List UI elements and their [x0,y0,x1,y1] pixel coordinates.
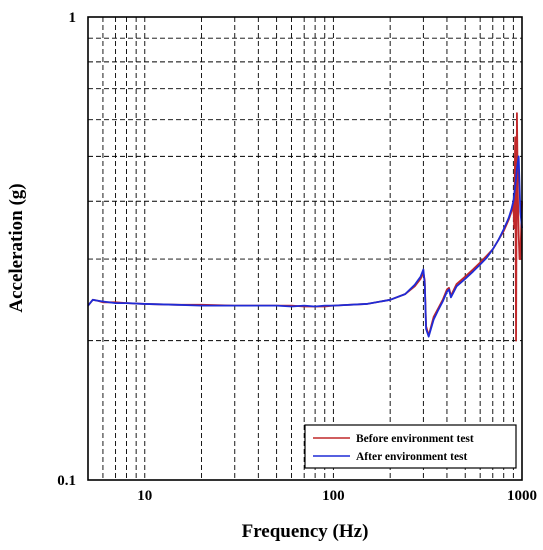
legend-box [304,424,517,469]
grid [87,17,523,480]
legend: Before environment test After environmen… [304,424,517,469]
y-tick-label: 1 [69,10,77,26]
legend-label-after: After environment test [356,451,468,463]
x-tick-label: 100 [322,488,345,504]
tick-labels: 10 100 1000 0.1 1 [57,10,537,504]
x-tick-label: 10 [137,488,152,504]
legend-label-before: Before environment test [356,433,474,445]
x-tick-label: 1000 [507,488,537,504]
y-axis-title: Acceleration (g) [6,183,27,312]
x-axis-title: Frequency (Hz) [242,521,369,542]
series-line-after [87,155,523,338]
y-tick-label: 0.1 [57,473,76,489]
series-layer [87,112,523,342]
plot-frame [87,16,523,481]
